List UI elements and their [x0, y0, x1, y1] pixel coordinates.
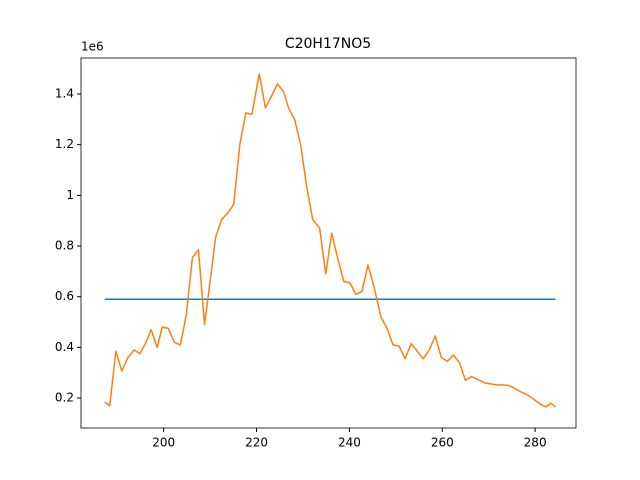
y-tick-label: 1.2 — [55, 137, 74, 151]
y-tick-label: 0.4 — [55, 340, 74, 354]
x-tick-label: 260 — [431, 436, 454, 450]
x-tick-label: 280 — [524, 436, 547, 450]
y-offset-label: 1e6 — [81, 40, 104, 54]
y-tick-label: 0.6 — [55, 289, 74, 303]
y-tick-label: 0.8 — [55, 239, 74, 253]
y-tick-label: 1 — [66, 188, 74, 202]
chart-title: C20H17NO5 — [285, 36, 371, 52]
x-tick-label: 240 — [338, 436, 361, 450]
y-tick-label: 1.4 — [55, 86, 74, 100]
plot-frame — [80, 57, 577, 429]
x-tick-label: 200 — [152, 436, 175, 450]
data-line — [104, 72, 557, 408]
y-tick-label: 0.2 — [55, 391, 74, 405]
x-tick-label: 220 — [245, 436, 268, 450]
